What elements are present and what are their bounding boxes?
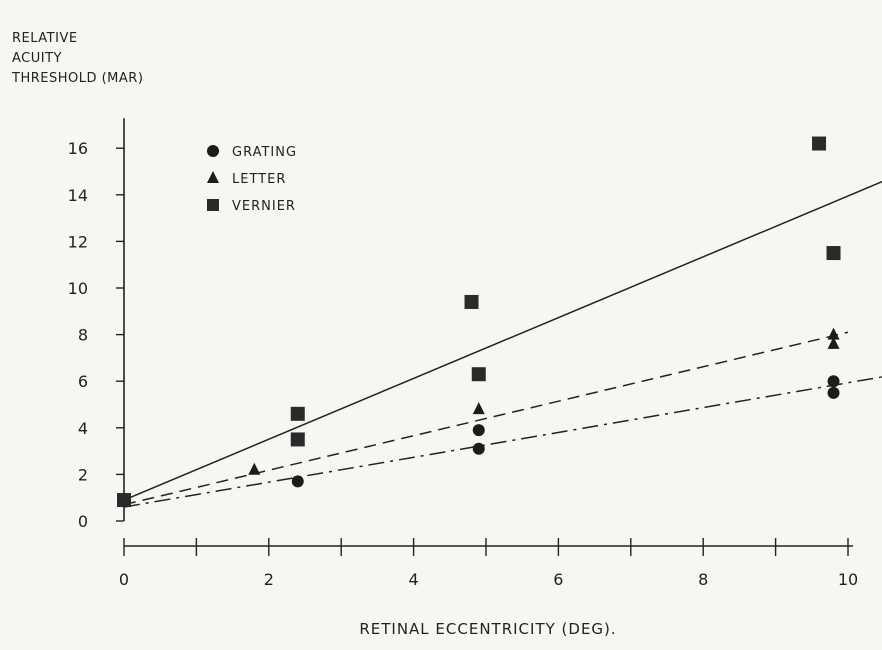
letter-point [827,336,840,349]
legend-label-vernier: VERNIER [232,199,296,214]
y-tick-label: 6 [78,372,88,391]
legend-marker-letter [207,171,219,183]
legend-label-grating: GRATING [232,145,297,160]
letter-point [827,327,840,340]
y-axis-label: RELATIVE ACUITY THRESHOLD (MAR) [11,31,143,86]
y-tick-label: 0 [78,512,88,531]
fit-line-grating [123,376,882,508]
fit-line-letter [123,331,849,506]
grating-point [472,442,485,455]
y-tick-label: 10 [68,279,88,298]
x-tick-label: 6 [553,570,563,589]
grating-point [291,475,304,488]
vernier-point [290,432,305,447]
legend: GRATING LETTER VERNIER [207,145,297,214]
y-axis-label-line-1: RELATIVE [12,31,78,46]
legend-marker-vernier [207,199,219,211]
grating-point [827,386,840,399]
vernier-point [471,367,486,382]
fit-lines [123,180,882,508]
legend-marker-grating [207,145,219,157]
y-tick-label: 16 [68,139,88,158]
vernier-point [117,493,131,508]
vernier-point [290,406,305,421]
fit-line-vernier [123,180,882,501]
vernier-point [464,294,479,309]
x-axis-label: RETINAL ECCENTRICITY (DEG). [359,620,616,638]
letter-point [472,402,485,415]
y-ticks: 0 2 4 6 8 10 12 14 16 [68,139,124,531]
x-tick-label: 8 [698,570,708,589]
data-points [117,136,841,508]
x-tick-label: 4 [409,570,419,589]
x-tick-label: 2 [264,570,274,589]
vernier-point [812,136,827,151]
y-tick-label: 8 [78,326,88,345]
y-axis-label-line-3: THRESHOLD (MAR) [11,71,143,86]
y-tick-label: 12 [68,232,88,251]
y-axis-label-line-2: ACUITY [12,51,62,66]
y-tick-label: 4 [78,419,88,438]
x-tick-label: 10 [838,570,858,589]
legend-label-letter: LETTER [232,172,286,187]
grating-point [472,424,485,437]
grating-point [827,375,840,388]
vernier-point [826,246,841,261]
y-tick-label: 14 [68,186,88,205]
y-tick-label: 2 [78,465,88,484]
letter-point [248,462,261,475]
x-tick-label: 0 [119,570,129,589]
x-ticks: 0 2 4 6 8 10 [119,538,858,589]
